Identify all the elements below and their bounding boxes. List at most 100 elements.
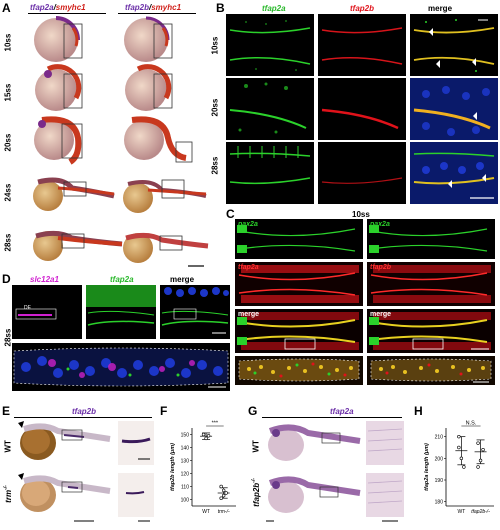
- panel-a-embryo-28ss-right: [123, 232, 209, 263]
- data-point: [481, 447, 485, 452]
- y-tick-label: 110: [181, 485, 189, 491]
- panel-b-col-merge: merge: [428, 4, 453, 13]
- panel-b-row-10ss: 10ss: [210, 36, 220, 55]
- panel-a-embryo-20ss-left: [34, 116, 82, 165]
- x-tick-label: WT: [457, 509, 465, 515]
- panel-a-col1-gene: tfap2a: [30, 3, 54, 12]
- panel-g-label: G: [248, 404, 258, 418]
- panel-c-label-tfap2a: tfap2a: [238, 264, 259, 271]
- panel-e-header-line: [14, 417, 152, 418]
- panel-g-row-tfap2b-text: tfap2b: [251, 482, 261, 507]
- panel-a-embryo-10ss-right: [124, 16, 170, 62]
- data-point: [478, 458, 483, 463]
- y-tick-label: 200: [435, 456, 444, 462]
- panel-c-label-merge-2: merge: [370, 311, 392, 318]
- panel-e-row-trm-text: trm: [3, 489, 13, 503]
- data-point: [221, 493, 226, 498]
- panel-a-header-line-1: [28, 13, 106, 14]
- y-tick-label: 100: [181, 498, 190, 504]
- y-axis-label: tfap2a length (μm): [424, 443, 430, 491]
- panel-h-chart: 180 190 200 210 tfap2a length (μm) WT tfap2b-/…: [424, 421, 494, 515]
- panel-b-images: [226, 14, 498, 204]
- panel-c-label-merge-1: merge: [238, 311, 260, 318]
- panel-a-col2-sep: /: [149, 3, 152, 12]
- data-point: [201, 432, 206, 437]
- panel-a-col2-gene: tfap2b: [125, 3, 149, 12]
- panel-f-chart: 100 110 120 130 140 150 tfap2b length (μm) WT tr…: [170, 421, 236, 515]
- panel-a-embryo-15ss-right: [125, 64, 172, 111]
- y-axis-label: tfap2b length (μm): [170, 443, 176, 491]
- data-point: [204, 436, 208, 441]
- x-tick-label: trm-/-: [218, 509, 230, 515]
- panel-b-row-20ss: 20ss: [210, 98, 220, 117]
- panel-d-col-slc12a1: slc12a1: [30, 275, 59, 284]
- panel-a-row-20ss: 20ss: [3, 133, 13, 152]
- panel-e-row-wt: WT: [3, 440, 13, 453]
- panel-a-embryo-24ss-right: [123, 180, 207, 213]
- panel-a-label: A: [2, 1, 11, 15]
- panel-c-label-tfap2b: tfap2b: [370, 264, 391, 271]
- panel-b-col-tfap2b: tfap2b: [350, 4, 374, 13]
- y-tick-label: 180: [435, 500, 444, 506]
- panel-c-stage: 10ss: [352, 210, 370, 219]
- data-point: [221, 488, 226, 493]
- data-point: [462, 465, 466, 469]
- panel-g-row-tfap2b: tfap2b-/-: [251, 475, 261, 507]
- panel-f-label: F: [160, 404, 168, 418]
- panel-g-gene: tfap2a: [330, 407, 354, 416]
- panel-c-images: [235, 219, 495, 385]
- significance-label: ***: [212, 421, 219, 427]
- panel-a-embryo-15ss-left: [35, 64, 82, 111]
- panel-a-col2-marker: smyhc1: [151, 3, 182, 12]
- panel-h-label: H: [414, 404, 423, 418]
- data-point: [459, 456, 464, 461]
- data-point: [224, 491, 228, 495]
- panel-c-label: C: [226, 207, 235, 221]
- panel-b-label: B: [216, 1, 225, 15]
- data-point: [206, 434, 211, 438]
- panel-a-row-28ss: 28ss: [3, 233, 13, 252]
- y-tick-label: 140: [181, 446, 190, 452]
- panel-a-header-col2: tfap2b/smyhc1: [125, 3, 181, 12]
- panel-g-header-line: [262, 417, 402, 418]
- data-point: [457, 434, 461, 439]
- panel-a-row-24ss: 24ss: [3, 183, 13, 202]
- panel-d-label: D: [2, 272, 11, 286]
- significance-label: N.S.: [466, 421, 477, 427]
- x-tick-label: WT: [202, 509, 210, 515]
- panel-a-embryos: [33, 16, 209, 267]
- data-point: [219, 496, 223, 500]
- panel-d-col-merge: merge: [170, 275, 195, 284]
- panel-e-gene: tfap2b: [72, 407, 96, 416]
- y-tick-label: 120: [181, 472, 190, 478]
- panel-a-header-line-2: [118, 13, 196, 14]
- panel-a-col1-sep: /: [53, 3, 56, 12]
- y-tick-label: 190: [435, 478, 444, 484]
- panel-g-images: [262, 419, 404, 525]
- panel-a-row-10ss: 10ss: [3, 33, 13, 52]
- panel-g-row-tfap2b-sup: -/-: [251, 478, 258, 483]
- panel-a-embryo-10ss-left: [34, 16, 80, 62]
- data-point: [219, 484, 223, 489]
- panel-d-inset-de: DE: [24, 305, 31, 311]
- panel-d-col-tfap2a: tfap2a: [110, 275, 134, 284]
- panel-a-row-15ss: 15ss: [3, 83, 13, 102]
- panel-a-embryo-28ss-left: [33, 230, 123, 261]
- data-point: [457, 445, 461, 450]
- panel-a-col1-marker: smyhc1: [55, 3, 86, 12]
- panel-d-images: [12, 285, 230, 391]
- y-tick-label: 130: [181, 459, 190, 465]
- panel-a-embryo-20ss-right: [124, 116, 187, 161]
- panel-e-images: [14, 419, 154, 525]
- data-point: [476, 465, 480, 469]
- panel-a-header-col1: tfap2a/smyhc1: [30, 3, 86, 12]
- panel-c-label-pax2a-2: pax2a: [370, 221, 390, 228]
- y-tick-label: 210: [435, 435, 444, 441]
- panel-a-embryo-24ss-left: [33, 177, 115, 211]
- panel-e-row-trm: trm-/-: [3, 479, 13, 503]
- panel-e-row-trm-sup: -/-: [3, 485, 10, 490]
- y-tick-label: 150: [181, 433, 190, 439]
- panel-g-row-wt: WT: [251, 440, 261, 453]
- panel-e-label: E: [2, 404, 11, 418]
- panel-c-label-pax2a-1: pax2a: [238, 221, 258, 228]
